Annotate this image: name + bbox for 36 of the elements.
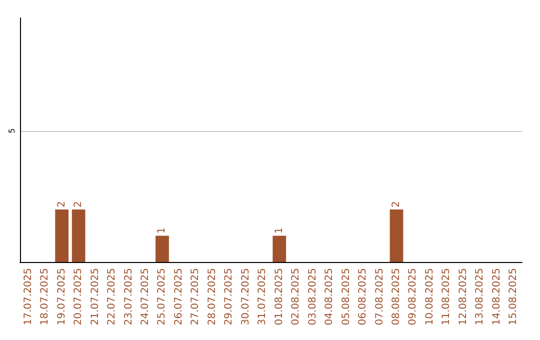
x-tick-label: 01.08.2025 bbox=[274, 268, 285, 326]
x-tick-label: 11.08.2025 bbox=[441, 268, 452, 326]
x-tick-label: 29.07.2025 bbox=[224, 268, 235, 326]
x-tick-label: 23.07.2025 bbox=[123, 268, 134, 326]
x-tick-label: 06.08.2025 bbox=[358, 268, 369, 326]
x-tick-label: 02.08.2025 bbox=[290, 268, 302, 326]
data-label: 1 bbox=[274, 227, 285, 234]
x-tick-label: 08.08.2025 bbox=[391, 268, 402, 326]
x-tick-label: 03.08.2025 bbox=[307, 268, 318, 326]
x-tick-label: 30.07.2025 bbox=[240, 268, 252, 326]
x-tick-label: 14.08.2025 bbox=[491, 268, 502, 326]
x-tick-label: 09.08.2025 bbox=[408, 268, 419, 326]
x-tick-label: 22.07.2025 bbox=[106, 268, 118, 326]
x-tick-label: 28.07.2025 bbox=[206, 268, 218, 326]
data-label: 2 bbox=[56, 201, 68, 208]
x-tick-label: 04.08.2025 bbox=[324, 268, 336, 326]
x-tick-label: 27.07.2025 bbox=[190, 268, 202, 326]
x-tick-label: 19.07.2025 bbox=[56, 268, 68, 326]
x-tick-label: 26.07.2025 bbox=[173, 268, 184, 326]
data-label: 1 bbox=[156, 227, 168, 234]
x-tick-label: 18.07.2025 bbox=[40, 268, 51, 326]
x-tick-label: 25.07.2025 bbox=[156, 268, 168, 326]
y-tick-label: 5 bbox=[8, 128, 16, 134]
x-tick-label: 24.07.2025 bbox=[140, 268, 151, 326]
x-tick-label: 31.07.2025 bbox=[257, 268, 268, 326]
x-tick-label: 17.07.2025 bbox=[22, 268, 34, 326]
x-tick-label: 12.08.2025 bbox=[458, 268, 469, 326]
x-tick-label: 20.07.2025 bbox=[73, 268, 84, 326]
data-label: 2 bbox=[73, 201, 84, 208]
x-tick-label: 13.08.2025 bbox=[474, 268, 486, 326]
x-tick-label: 21.07.2025 bbox=[90, 268, 101, 326]
x-tick-label: 07.08.2025 bbox=[374, 268, 386, 326]
x-tick-label: 15.08.2025 bbox=[508, 268, 520, 326]
data-label: 2 bbox=[391, 201, 402, 208]
x-tick-label: 05.08.2025 bbox=[340, 268, 352, 326]
x-tick-label: 10.08.2025 bbox=[424, 268, 436, 326]
